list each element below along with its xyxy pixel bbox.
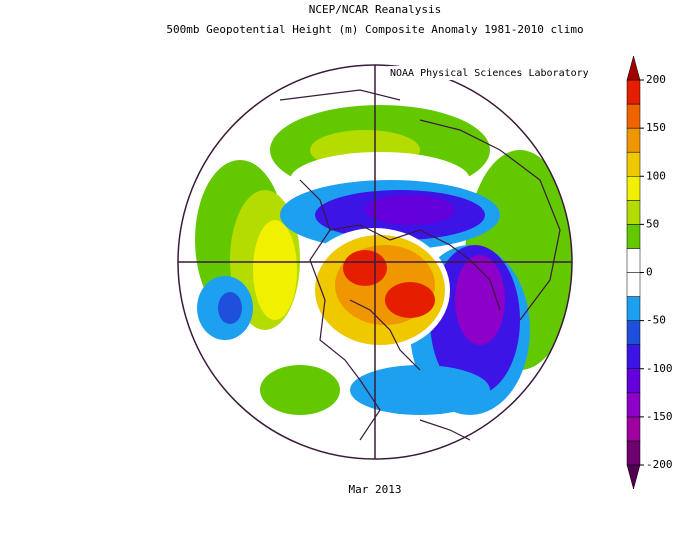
colorbar-under-arrow <box>626 464 641 490</box>
colorbar-band <box>626 127 641 153</box>
colorbar-band <box>626 368 641 394</box>
map: NOAA Physical Sciences Laboratory <box>177 64 589 460</box>
colorbar-tick-label: 200 <box>646 73 666 86</box>
colorbar-band <box>626 248 641 273</box>
colorbar-band <box>626 200 641 225</box>
colorbar-band <box>626 103 641 129</box>
colorbar-tick-label: 0 <box>646 266 653 279</box>
date-label: Mar 2013 <box>349 483 402 496</box>
colorbar-band <box>626 392 641 418</box>
colorbar-tick-label: 150 <box>646 121 666 134</box>
colorbar-band <box>626 320 641 345</box>
title: NCEP/NCAR Reanalysis <box>309 3 441 16</box>
colorbar-band <box>626 176 641 201</box>
colorbar-tick-label: -150 <box>646 410 673 423</box>
colorbar-band <box>626 416 641 442</box>
colorbar-tick-label: -200 <box>646 458 673 471</box>
colorbar-band <box>626 344 641 369</box>
coastlines <box>279 89 561 441</box>
colorbar-tick-label: 100 <box>646 169 666 182</box>
colorbar-over-arrow <box>626 55 641 81</box>
colorbar-tick-label: -50 <box>646 314 666 327</box>
colorbar-band <box>626 296 641 321</box>
colorbar: -200 -150 -100 -50 0 50 100 150 200 <box>626 55 673 490</box>
colorbar-tick-label: -100 <box>646 362 673 375</box>
colorbar-tick-label: 50 <box>646 217 659 230</box>
credit: NOAA Physical Sciences Laboratory <box>390 68 589 79</box>
colorbar-band <box>626 224 641 249</box>
colorbar-band <box>626 79 641 105</box>
colorbar-band <box>626 272 641 297</box>
subtitle: 500mb Geopotential Height (m) Composite … <box>166 23 583 36</box>
colorbar-band <box>626 151 641 177</box>
colorbar-band <box>626 440 641 466</box>
